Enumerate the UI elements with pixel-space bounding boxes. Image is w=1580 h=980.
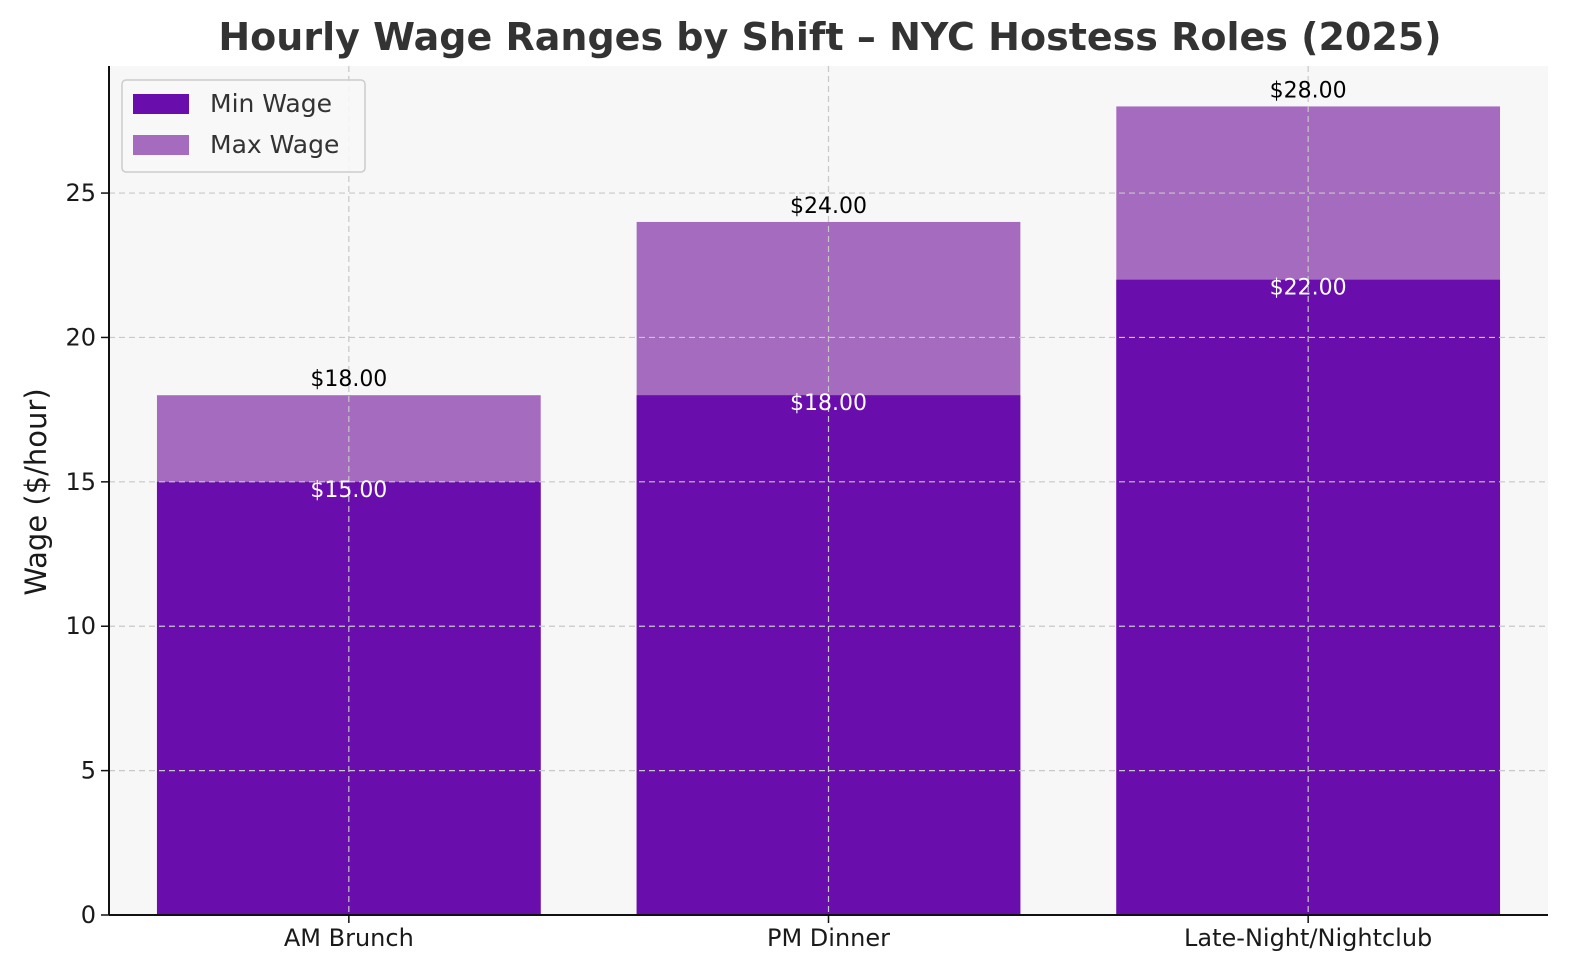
y-tick-label: 5 (81, 757, 96, 785)
legend-swatch (133, 94, 189, 114)
x-tick-label: Late-Night/Nightclub (1184, 924, 1432, 952)
y-tick-label: 25 (65, 179, 96, 207)
legend-swatch (133, 135, 189, 155)
legend-label: Min Wage (210, 89, 332, 118)
y-tick-label: 0 (81, 901, 96, 929)
y-tick-label: 20 (65, 323, 96, 351)
data-label-min-wage: $18.00 (790, 391, 867, 416)
y-axis-label: Wage ($/hour) (19, 388, 53, 595)
chart-title: Hourly Wage Ranges by Shift – NYC Hostes… (218, 15, 1441, 59)
plot-area: $18.00 $15.00 $24.00 $18.00 $28.00 $22.00 0 5 10… (65, 66, 1548, 952)
y-tick-label: 10 (65, 612, 96, 640)
data-label-max-wage: $18.00 (310, 367, 387, 392)
data-label-max-wage: $24.00 (790, 194, 867, 219)
x-tick-label: PM Dinner (767, 924, 890, 952)
data-label-min-wage: $15.00 (310, 478, 387, 503)
data-label-min-wage: $22.00 (1270, 276, 1347, 301)
data-label-max-wage: $28.00 (1270, 78, 1347, 103)
x-tick-label: AM Brunch (284, 924, 414, 952)
y-tick-label: 15 (65, 468, 96, 496)
legend-label: Max Wage (210, 130, 339, 159)
